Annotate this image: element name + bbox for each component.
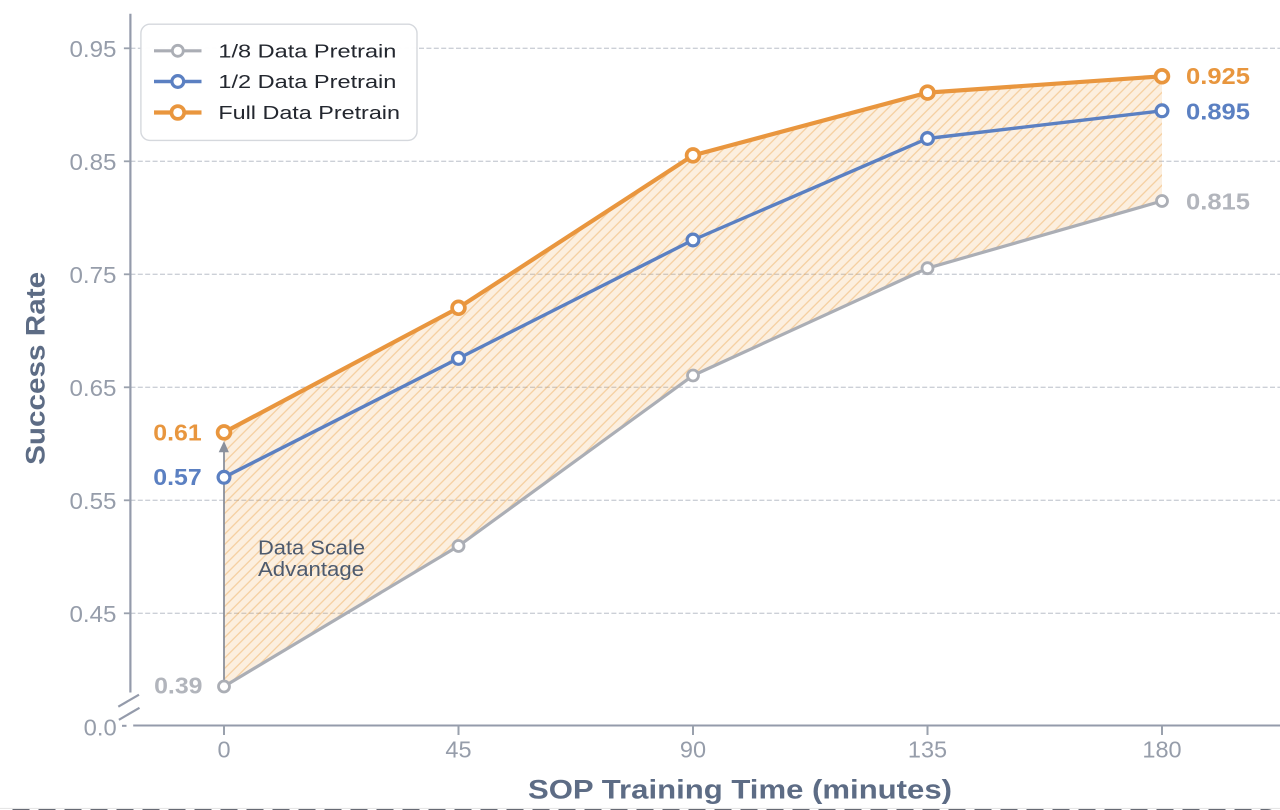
svg-text:0.57: 0.57 xyxy=(153,464,201,490)
svg-text:0.45: 0.45 xyxy=(70,601,117,627)
svg-text:0: 0 xyxy=(217,736,230,762)
svg-text:0.85: 0.85 xyxy=(70,149,117,175)
svg-text:Full Data Pretrain: Full Data Pretrain xyxy=(218,102,400,123)
svg-text:180: 180 xyxy=(1142,736,1181,762)
svg-text:SOP Training Time (minutes): SOP Training Time (minutes) xyxy=(528,775,952,805)
svg-text:0.65: 0.65 xyxy=(70,375,117,401)
svg-text:0.895: 0.895 xyxy=(1186,99,1250,125)
svg-text:Success Rate: Success Rate xyxy=(21,272,51,465)
svg-text:0.815: 0.815 xyxy=(1186,189,1250,215)
svg-text:0.55: 0.55 xyxy=(70,488,117,514)
svg-text:0.0: 0.0 xyxy=(84,714,117,740)
svg-text:1/2 Data Pretrain: 1/2 Data Pretrain xyxy=(218,71,396,92)
svg-text:0.61: 0.61 xyxy=(153,419,202,445)
svg-text:1/8 Data Pretrain: 1/8 Data Pretrain xyxy=(218,40,396,61)
svg-text:135: 135 xyxy=(908,736,947,762)
svg-text:0.75: 0.75 xyxy=(70,262,117,288)
svg-text:0.39: 0.39 xyxy=(154,672,202,698)
svg-text:0.925: 0.925 xyxy=(1186,63,1250,89)
svg-text:Advantage: Advantage xyxy=(258,559,364,581)
svg-text:0.95: 0.95 xyxy=(70,36,117,62)
svg-text:Data Scale: Data Scale xyxy=(258,538,365,560)
svg-text:90: 90 xyxy=(680,736,706,762)
svg-text:45: 45 xyxy=(445,736,471,762)
